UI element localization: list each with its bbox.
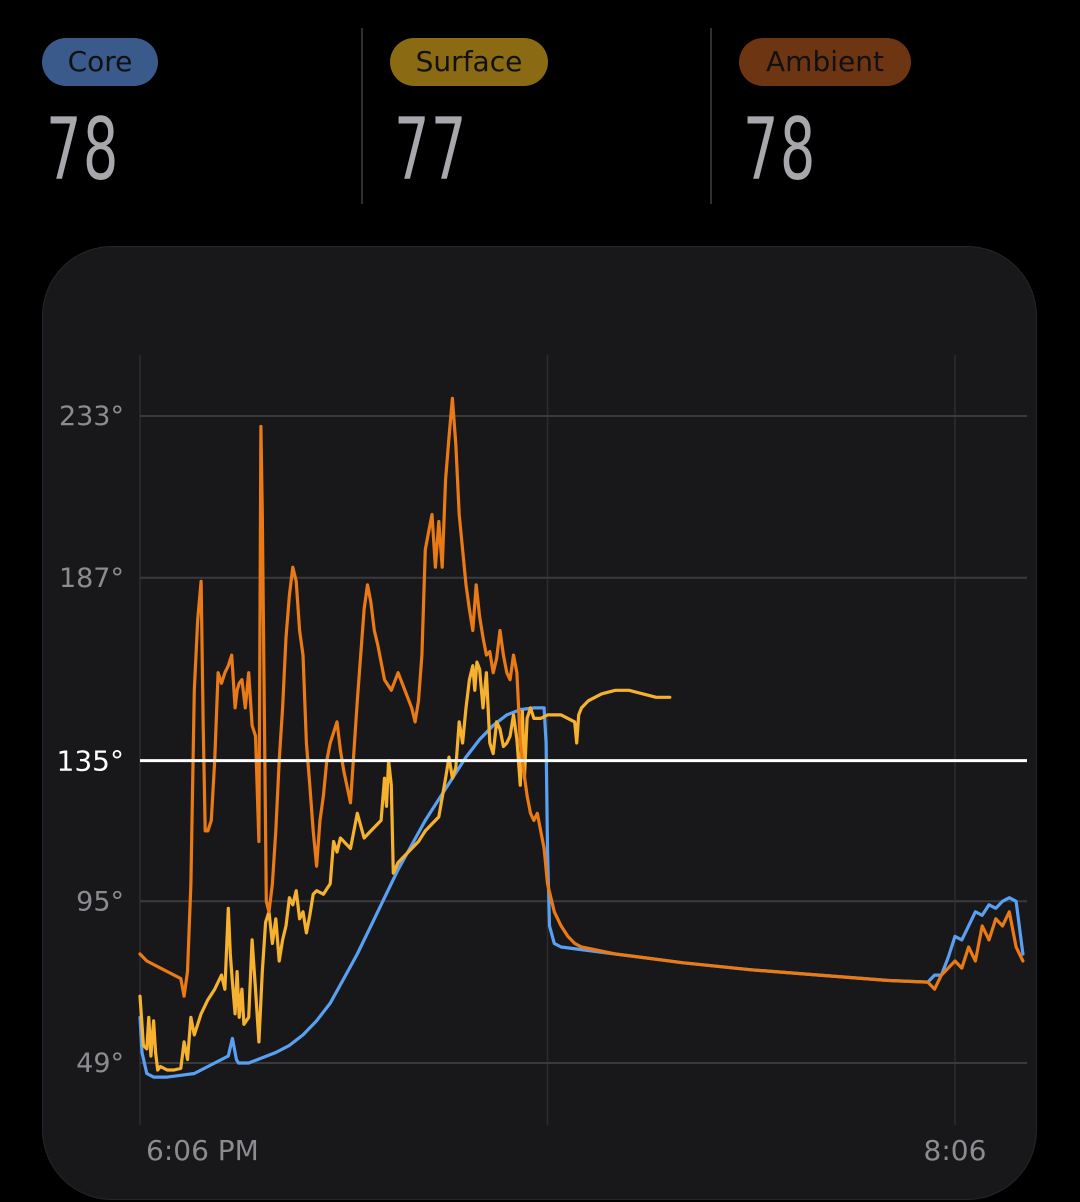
chart-card[interactable] [42,246,1037,1200]
y-tick-label: 49° [76,1048,124,1079]
target-label: 135° [57,745,124,778]
ambient-stat: Ambient 78 [739,28,1039,204]
stats-header: Core 78 Surface 77 Ambient 78 [0,0,1080,210]
x-tick-label: 8:06 [924,1134,987,1167]
y-tick-label: 187° [59,563,124,594]
core-label-pill[interactable]: Core [42,38,158,86]
ambient-label-pill[interactable]: Ambient [739,38,911,86]
y-tick-label: 233° [59,401,124,432]
series-line-core [138,706,1025,1079]
stat-divider [710,28,712,204]
series-line-ambient [138,396,1025,998]
surface-value: 77 [394,100,468,200]
x-tick-label: 6:06 PM [146,1134,259,1167]
ambient-value: 78 [743,100,817,200]
core-value: 78 [46,100,120,200]
surface-label-pill[interactable]: Surface [390,38,548,86]
core-stat: Core 78 [42,28,342,204]
y-tick-label: 95° [76,886,124,917]
surface-stat: Surface 77 [390,28,690,204]
stat-divider [361,28,363,204]
series-line-surface [138,660,672,1072]
